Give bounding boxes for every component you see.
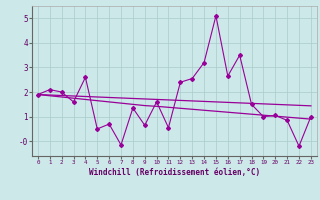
X-axis label: Windchill (Refroidissement éolien,°C): Windchill (Refroidissement éolien,°C)	[89, 168, 260, 177]
